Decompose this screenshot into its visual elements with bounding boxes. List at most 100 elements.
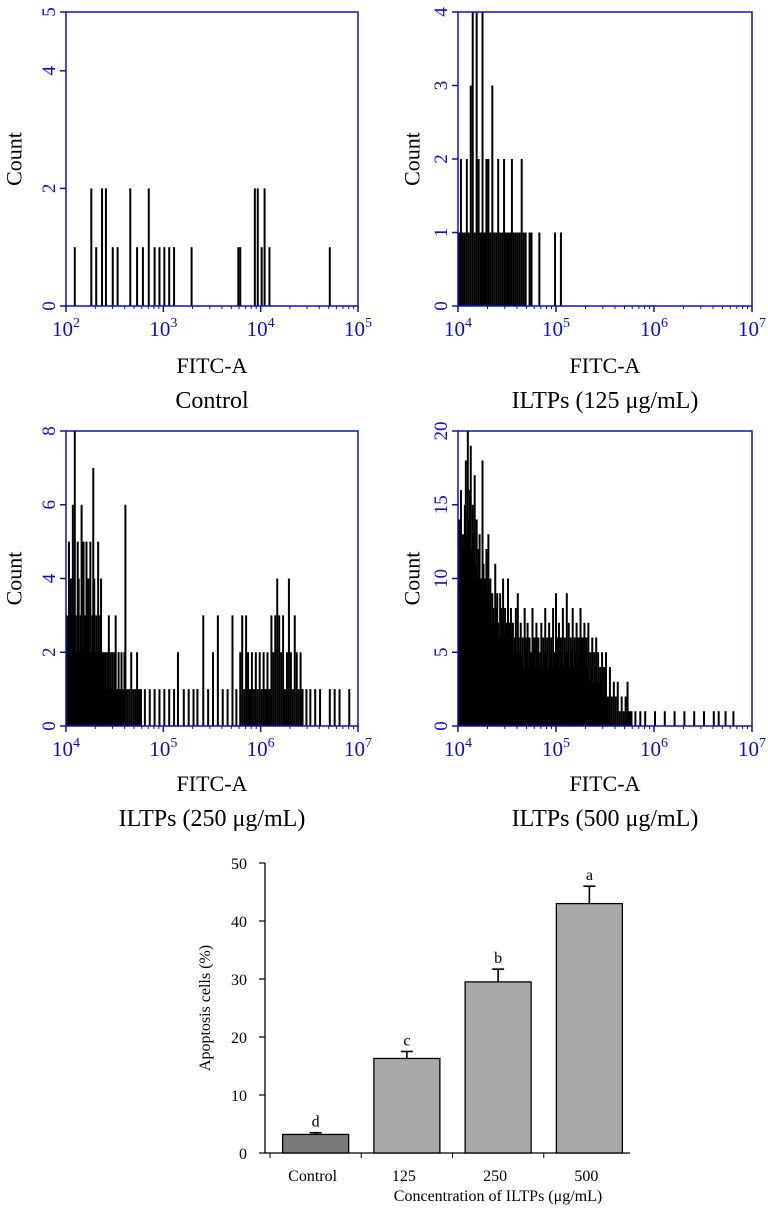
significance-letter: d xyxy=(312,1114,320,1131)
y-tick-label: 0 xyxy=(431,721,452,731)
y-tick-label: 8 xyxy=(39,426,60,436)
histogram-bar xyxy=(256,689,259,727)
y-tick-label: 4 xyxy=(431,7,452,17)
x-tick-label: 500 xyxy=(574,1168,598,1185)
histogram-bar xyxy=(338,689,341,727)
x-tick-label: 107 xyxy=(738,736,766,761)
histogram-bar xyxy=(475,12,478,306)
histogram-bar xyxy=(254,652,257,726)
tick-exponent: 2 xyxy=(73,316,80,331)
histogram-bar xyxy=(226,689,229,727)
x-tick-label: 250 xyxy=(483,1168,507,1185)
histogram-bar xyxy=(73,247,76,306)
tick-base: 10 xyxy=(344,317,365,341)
histogram-bar xyxy=(109,652,112,726)
histogram-bar xyxy=(111,652,114,726)
tick-exponent: 5 xyxy=(170,736,177,751)
y-tick-label: 15 xyxy=(431,495,452,514)
tick-base: 10 xyxy=(444,737,465,761)
y-tick-label: 20 xyxy=(231,1030,247,1047)
tick-exponent: 4 xyxy=(268,316,275,331)
histogram-bar xyxy=(483,232,486,306)
histogram-bar xyxy=(499,232,502,306)
histogram-bar xyxy=(120,652,123,726)
x-tick-label: 106 xyxy=(640,316,668,341)
histogram-bar xyxy=(252,689,255,727)
y-tick-label: 0 xyxy=(431,301,452,311)
y-axis-label: Count xyxy=(400,552,425,606)
bar xyxy=(373,1057,441,1154)
histogram-bar xyxy=(528,232,531,306)
histogram-bar xyxy=(314,689,317,727)
histogram-bar xyxy=(481,12,484,306)
histogram-bar xyxy=(163,689,166,727)
histogram-bar xyxy=(158,247,161,306)
tick-exponent: 4 xyxy=(73,736,80,751)
histogram-bar xyxy=(128,689,131,727)
histogram-bar xyxy=(505,232,508,306)
histogram-bar xyxy=(614,696,617,726)
histogram-bar xyxy=(522,232,525,306)
histogram-bar xyxy=(601,652,604,726)
histogram-bar xyxy=(239,652,242,726)
y-tick-label: 5 xyxy=(39,7,60,17)
y-tick-label: 4 xyxy=(39,573,60,583)
histogram-bar xyxy=(538,232,541,306)
histogram-bar xyxy=(158,689,161,727)
histogram-bar xyxy=(285,652,288,726)
histogram-bar xyxy=(693,711,696,726)
histogram-bar xyxy=(132,689,135,727)
x-tick-label: 102 xyxy=(52,316,80,341)
x-tick-label: 104 xyxy=(247,316,275,341)
histogram-bar xyxy=(606,696,609,726)
histogram-bar xyxy=(130,652,133,726)
y-tick-label: 3 xyxy=(431,81,452,91)
histogram-bar xyxy=(262,652,265,726)
histogram-bar xyxy=(605,652,607,726)
histogram-bar xyxy=(102,652,105,726)
x-tick-label: 105 xyxy=(542,736,570,761)
histogram-bar xyxy=(458,232,460,306)
histogram-bar xyxy=(153,689,156,727)
histogram-bar xyxy=(104,188,107,306)
histogram-bar xyxy=(732,711,735,726)
histogram-bar xyxy=(461,232,464,306)
tick-base: 10 xyxy=(738,737,759,761)
histogram-bar xyxy=(616,681,619,726)
x-tick-label: Control xyxy=(288,1168,337,1185)
tick-exponent: 6 xyxy=(661,316,668,331)
tick-exponent: 7 xyxy=(365,736,372,751)
histogram-bar xyxy=(654,711,656,726)
histogram-bar xyxy=(116,247,119,306)
tick-base: 10 xyxy=(542,737,563,761)
tick-base: 10 xyxy=(52,737,73,761)
histogram-bar xyxy=(507,232,509,306)
x-tick-label: 106 xyxy=(247,736,275,761)
histogram-bar xyxy=(673,711,676,726)
histogram-bar xyxy=(266,652,269,726)
histogram-bar xyxy=(628,711,631,726)
histogram-bar xyxy=(477,159,480,306)
histogram-bar xyxy=(104,652,107,726)
histogram-bar xyxy=(245,615,248,727)
y-tick-label: 0 xyxy=(39,721,60,731)
y-axis-label: Count xyxy=(2,132,27,186)
histogram-bar xyxy=(724,711,727,726)
histogram-bar xyxy=(514,232,517,306)
histogram-bar xyxy=(260,247,263,306)
panel-title: ILTPs (500 μg/mL) xyxy=(512,806,699,832)
histogram-bar xyxy=(299,652,302,726)
histogram-bar xyxy=(473,232,476,306)
histogram-bar xyxy=(491,85,494,306)
histogram-bar xyxy=(147,188,150,306)
x-axis-label: FITC-A xyxy=(177,771,248,796)
histogram-bar xyxy=(489,232,492,306)
panel-title: Control xyxy=(175,388,249,414)
histogram-bar xyxy=(268,689,271,727)
histogram-bar xyxy=(207,689,210,727)
histogram-bar xyxy=(250,652,253,726)
x-tick-label: 105 xyxy=(149,736,177,761)
histogram-bar xyxy=(124,504,127,726)
tick-exponent: 7 xyxy=(759,736,766,751)
y-tick-label: 10 xyxy=(431,569,452,588)
